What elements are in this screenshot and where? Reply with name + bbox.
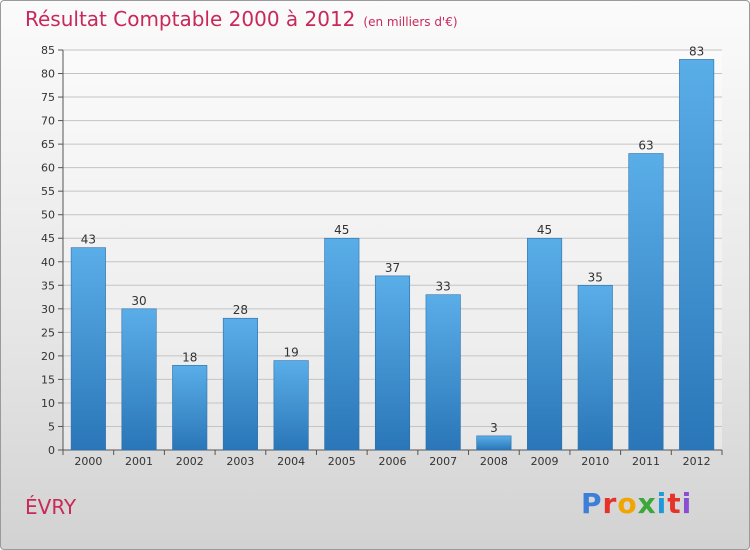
bars — [70, 59, 715, 451]
data-label: 37 — [385, 261, 400, 275]
data-label: 45 — [537, 223, 552, 237]
bar — [577, 284, 613, 451]
logo-letter: i — [656, 487, 668, 520]
data-label: 18 — [182, 350, 197, 364]
y-tick-label: 70 — [41, 115, 55, 128]
data-label: 19 — [283, 346, 298, 360]
y-tick-label: 55 — [41, 185, 55, 198]
y-tick-label: 25 — [41, 326, 55, 339]
x-tick-label: 2005 — [328, 455, 356, 468]
data-label: 43 — [81, 233, 96, 247]
proxiti-logo: Proxiti — [581, 487, 692, 520]
x-tick-label: 2011 — [632, 455, 660, 468]
x-tick-label: 2001 — [125, 455, 153, 468]
bar — [70, 247, 106, 451]
y-tick-label: 50 — [41, 209, 55, 222]
y-tick-label: 60 — [41, 162, 55, 175]
bar — [527, 237, 563, 451]
bar — [222, 317, 258, 451]
bar — [679, 59, 715, 451]
data-label: 63 — [638, 139, 653, 153]
x-tick-label: 2000 — [74, 455, 102, 468]
x-tick-label: 2003 — [226, 455, 254, 468]
y-tick-label: 40 — [41, 256, 55, 269]
y-tick-label: 0 — [48, 444, 55, 457]
bar — [273, 360, 309, 451]
x-tick-label: 2010 — [581, 455, 609, 468]
y-tick-label: 65 — [41, 138, 55, 151]
bar — [172, 364, 208, 451]
bar — [324, 237, 360, 451]
x-tick-label: 2008 — [480, 455, 508, 468]
bar — [628, 153, 664, 451]
data-label: 83 — [689, 44, 704, 58]
logo-letter: r — [602, 487, 618, 520]
y-tick-label: 15 — [41, 373, 55, 386]
x-tick-label: 2002 — [176, 455, 204, 468]
logo-letter: t — [667, 487, 682, 520]
data-label: 30 — [131, 294, 146, 308]
data-label: 35 — [588, 270, 603, 284]
bar — [476, 435, 512, 451]
logo-letter: i — [681, 487, 693, 520]
y-tick-label: 35 — [41, 279, 55, 292]
chart-subtitle: (en milliers d'€) — [363, 15, 458, 29]
y-tick-label: 10 — [41, 397, 55, 410]
logo-letter: x — [637, 487, 657, 520]
y-tick-label: 30 — [41, 303, 55, 316]
y-tick-label: 5 — [48, 420, 55, 433]
logo-letter: P — [581, 487, 603, 520]
logo-letter: o — [617, 487, 638, 520]
y-tick-label: 75 — [41, 91, 55, 104]
title-text: Résultat Comptable 2000 à 2012 — [25, 7, 356, 31]
data-label: 33 — [436, 280, 451, 294]
y-tick-label: 20 — [41, 350, 55, 363]
y-tick-label: 85 — [41, 44, 55, 57]
x-tick-label: 2012 — [683, 455, 711, 468]
x-tick-label: 2009 — [531, 455, 559, 468]
x-tick-label: 2007 — [429, 455, 457, 468]
data-label: 3 — [490, 421, 498, 435]
data-label: 28 — [233, 303, 248, 317]
chart-title: Résultat Comptable 2000 à 2012 (en millie… — [25, 7, 458, 31]
x-tick-label: 2006 — [379, 455, 407, 468]
bar — [425, 294, 461, 451]
x-tick-label: 2004 — [277, 455, 305, 468]
city-name: ÉVRY — [25, 495, 77, 519]
bar — [121, 308, 157, 451]
y-tick-label: 45 — [41, 232, 55, 245]
labels: 0 5 10 15 20 25 30 35 40 45 50 55 60 65 70 75 80 85 43 2000… — [41, 44, 711, 468]
data-label: 45 — [334, 223, 349, 237]
y-tick-label: 80 — [41, 68, 55, 81]
bar — [374, 275, 411, 451]
